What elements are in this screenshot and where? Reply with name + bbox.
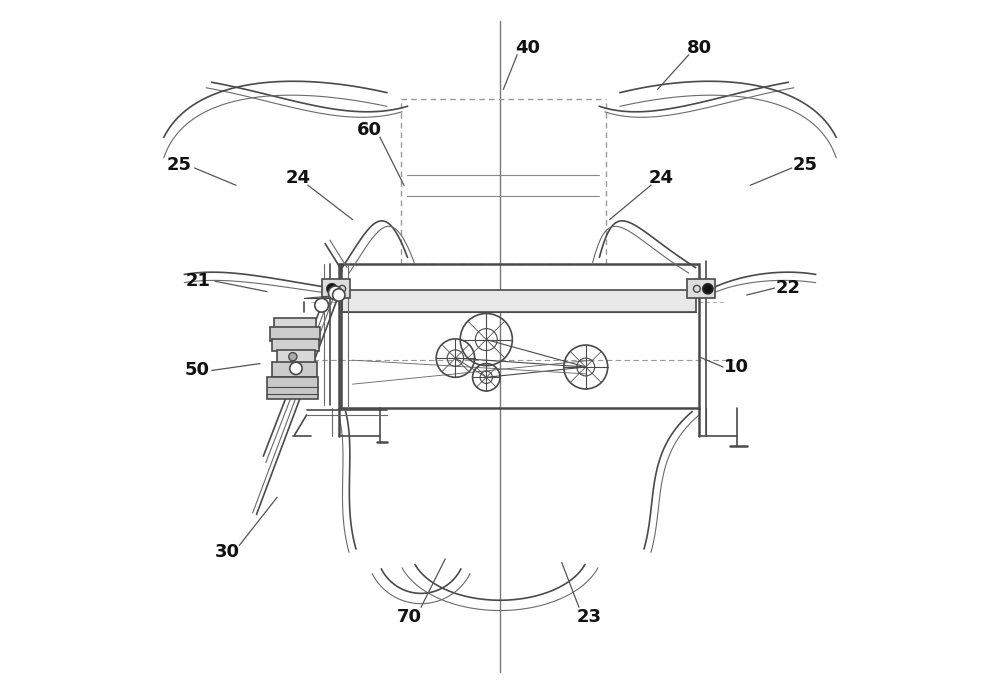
Bar	[322, 279, 350, 298]
Circle shape	[327, 284, 337, 294]
Circle shape	[290, 362, 302, 375]
Text: 50: 50	[184, 362, 209, 379]
Text: 25: 25	[793, 156, 818, 174]
Circle shape	[289, 353, 297, 361]
Circle shape	[315, 298, 328, 312]
Bar	[687, 279, 715, 298]
Text: 24: 24	[285, 169, 310, 187]
Text: 30: 30	[214, 543, 239, 561]
Text: 70: 70	[397, 608, 422, 626]
Bar	[267, 377, 318, 399]
Text: 10: 10	[724, 358, 749, 376]
Circle shape	[328, 286, 342, 300]
Text: 24: 24	[649, 169, 674, 187]
Bar	[272, 339, 319, 351]
Bar	[339, 264, 699, 408]
Bar	[342, 290, 696, 312]
Bar	[277, 350, 315, 364]
Circle shape	[693, 285, 700, 292]
Bar	[274, 318, 316, 331]
Circle shape	[703, 284, 713, 294]
Bar	[270, 327, 320, 341]
Text: 22: 22	[776, 279, 801, 297]
Text: 40: 40	[515, 39, 540, 57]
Text: 80: 80	[686, 39, 712, 57]
Text: 60: 60	[357, 121, 382, 139]
Bar	[272, 362, 317, 377]
Text: 23: 23	[577, 608, 602, 626]
Text: 21: 21	[186, 272, 211, 290]
Circle shape	[339, 285, 346, 292]
Circle shape	[333, 289, 345, 301]
Text: 25: 25	[166, 156, 191, 174]
